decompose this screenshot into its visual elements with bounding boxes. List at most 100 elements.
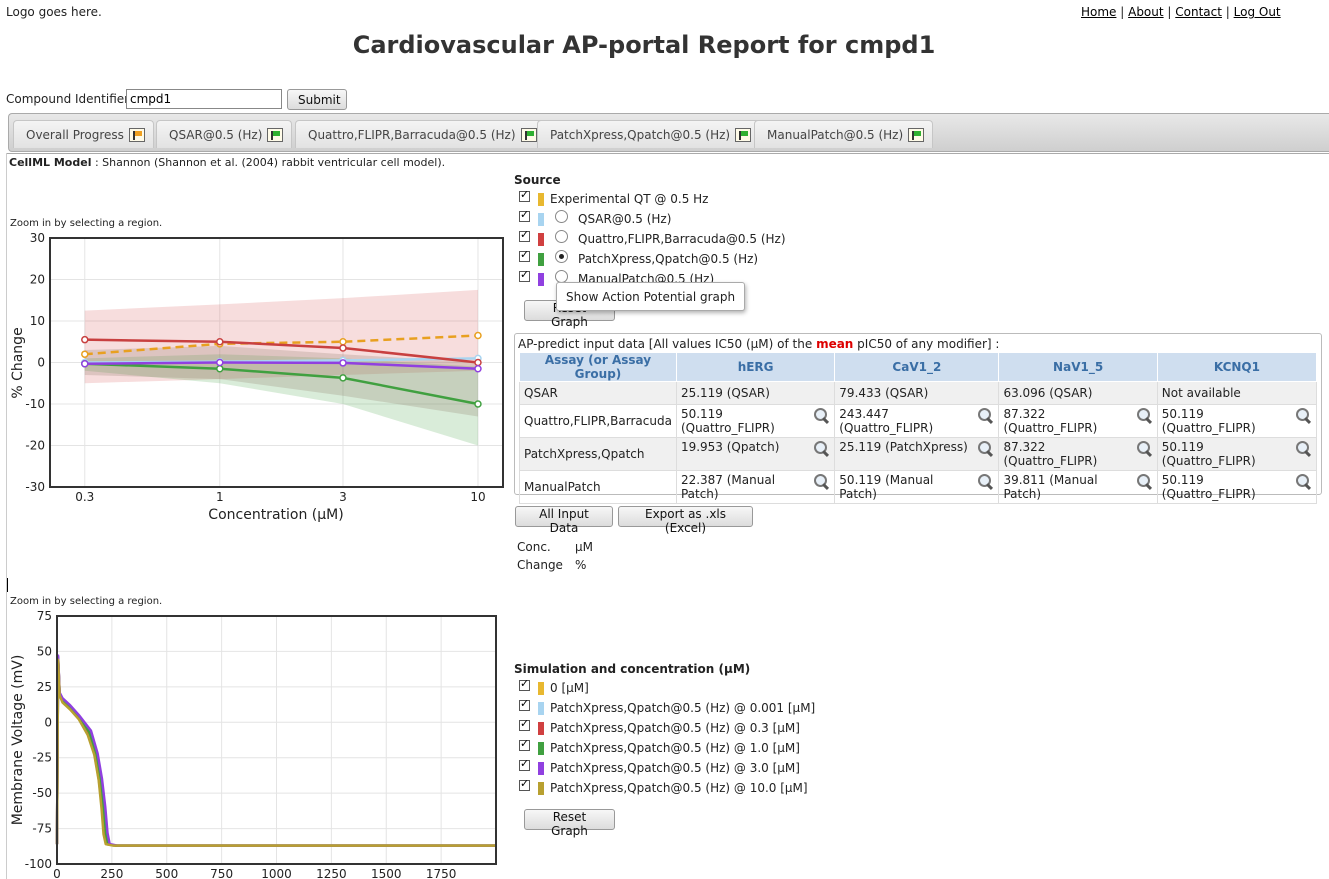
column-header[interactable]: CaV1_2 bbox=[834, 352, 1000, 382]
y-axis-label: Membrane Voltage (mV) bbox=[10, 655, 26, 826]
show-ap-radio[interactable] bbox=[555, 250, 568, 263]
y-tick-label: 0 bbox=[44, 715, 52, 729]
zoom-hint: Zoom in by selecting a region. bbox=[10, 596, 163, 607]
magnifier-icon[interactable] bbox=[1295, 407, 1312, 424]
y-tick-label: -100 bbox=[25, 857, 52, 871]
simulation-reset-graph-button[interactable]: Reset Graph bbox=[524, 809, 615, 838]
tab-qsar[interactable]: QSAR@0.5 (Hz) bbox=[156, 120, 293, 148]
ap-trace bbox=[55, 658, 496, 847]
ic50-cell: 50.119 (Manual Patch) bbox=[834, 470, 1000, 504]
source-item: QSAR@0.5 (Hz) bbox=[514, 208, 834, 230]
tab-overall-progress[interactable]: Overall Progress bbox=[13, 120, 154, 148]
ic50-cell: 25.119 (QSAR) bbox=[675, 381, 836, 405]
table-row: Quattro,FLIPR,Barracuda 50.119 (Quattro_F… bbox=[519, 404, 1318, 438]
ic50-cell: Not available bbox=[1156, 381, 1318, 405]
y-tick-label: -50 bbox=[32, 786, 52, 800]
concentration-chart[interactable]: 30 20 10 0 -10 -20 -30 0.3 1 3 10 Concentration (μ… bbox=[6, 228, 510, 528]
source-checkbox[interactable] bbox=[519, 268, 530, 282]
y-tick-label: -20 bbox=[25, 439, 45, 453]
magnifier-icon[interactable] bbox=[813, 473, 830, 490]
magnifier-icon[interactable] bbox=[1136, 407, 1153, 424]
uncertainty-band bbox=[84, 354, 478, 446]
source-legend: Experimental QT @ 0.5 Hz QSAR@0.5 (Hz) Q… bbox=[514, 188, 834, 290]
simulation-checkbox[interactable] bbox=[519, 777, 530, 791]
logo-placeholder: Logo goes here. bbox=[6, 5, 102, 19]
unit-name: Conc. bbox=[517, 540, 551, 554]
source-checkbox[interactable] bbox=[519, 228, 530, 242]
x-tick-label: 0 bbox=[53, 867, 61, 879]
nav-logout-link[interactable]: Log Out bbox=[1233, 5, 1281, 19]
simulation-checkbox[interactable] bbox=[519, 737, 530, 751]
column-header[interactable]: hERG bbox=[675, 352, 836, 382]
nav-home-link[interactable]: Home bbox=[1081, 5, 1117, 19]
ic50-cell: 243.447 (Quattro_FLIPR) bbox=[834, 404, 1000, 438]
show-ap-radio[interactable] bbox=[555, 230, 568, 243]
export-excel-button[interactable]: Export as .xls (Excel) bbox=[618, 506, 753, 535]
simulation-checkbox[interactable] bbox=[519, 697, 530, 711]
ic50-cell: 25.119 (PatchXpress) bbox=[834, 437, 1000, 471]
data-point bbox=[81, 359, 89, 368]
source-label: PatchXpress,Qpatch@0.5 (Hz) bbox=[578, 252, 759, 266]
tab-patchxpress[interactable]: PatchXpress,Qpatch@0.5 (Hz) bbox=[537, 120, 761, 148]
tab-panel-border bbox=[6, 153, 1329, 154]
series-line bbox=[84, 362, 479, 406]
ic50-value: 22.387 (Manual Patch) bbox=[680, 473, 776, 501]
ic50-cell: 39.811 (Manual Patch) bbox=[998, 470, 1158, 504]
source-checkbox[interactable] bbox=[519, 248, 530, 262]
show-ap-radio[interactable] bbox=[555, 210, 568, 223]
data-point bbox=[339, 338, 347, 346]
magnifier-icon[interactable] bbox=[977, 407, 994, 424]
magnifier-icon[interactable] bbox=[813, 407, 830, 424]
simulation-checkbox[interactable] bbox=[519, 677, 530, 691]
nav-contact-link[interactable]: Contact bbox=[1175, 5, 1222, 19]
ic50-value: 50.119 (Quattro_FLIPR) bbox=[1161, 473, 1256, 501]
ic50-table: Assay (or Assay Group) hERG CaV1_2 NaV1_5 KC… bbox=[519, 352, 1318, 504]
data-point bbox=[216, 358, 224, 367]
ic50-caption: AP-predict input data [All values IC50 (… bbox=[518, 337, 999, 351]
submit-button[interactable]: Submit bbox=[287, 89, 347, 110]
column-header[interactable]: KCNQ1 bbox=[1156, 352, 1318, 382]
tab-manualpatch[interactable]: ManualPatch@0.5 (Hz) bbox=[754, 120, 934, 148]
column-header[interactable]: NaV1_5 bbox=[998, 352, 1158, 382]
data-point bbox=[339, 344, 347, 352]
magnifier-icon[interactable] bbox=[977, 440, 994, 457]
action-potential-tooltip: Show Action Potential graph bbox=[556, 282, 746, 311]
compound-input[interactable] bbox=[126, 89, 282, 109]
simulation-checkbox[interactable] bbox=[519, 717, 530, 731]
source-checkbox[interactable] bbox=[519, 188, 530, 202]
ic50-value: 25.119 (QSAR) bbox=[680, 386, 770, 400]
magnifier-icon[interactable] bbox=[1295, 440, 1312, 457]
series-color-swatch bbox=[538, 782, 544, 795]
source-label: QSAR@0.5 (Hz) bbox=[578, 212, 672, 226]
complete-flag-icon bbox=[735, 127, 752, 142]
ic50-value: 50.119 (Manual Patch) bbox=[839, 473, 934, 501]
ic50-panel: AP-predict input data [All values IC50 (… bbox=[514, 333, 1322, 504]
series-line bbox=[84, 334, 479, 356]
y-tick-label: -75 bbox=[32, 822, 52, 836]
nav-about-link[interactable]: About bbox=[1128, 5, 1164, 19]
ic50-cell: 19.953 (Qpatch) bbox=[675, 437, 836, 471]
ic50-value: 39.811 (Manual Patch) bbox=[1003, 473, 1098, 501]
column-header[interactable]: Assay (or Assay Group) bbox=[519, 352, 677, 382]
x-tick-label: 1500 bbox=[371, 867, 402, 879]
magnifier-icon[interactable] bbox=[1136, 473, 1153, 490]
simulation-item: PatchXpress,Qpatch@0.5 (Hz) @ 0.001 [μM] bbox=[514, 697, 834, 719]
magnifier-icon[interactable] bbox=[977, 473, 994, 490]
series-line bbox=[84, 361, 479, 370]
assay-cell: Quattro,FLIPR,Barracuda bbox=[519, 404, 677, 438]
text-cursor bbox=[7, 578, 8, 592]
ic50-value: 50.119 (Quattro_FLIPR) bbox=[1161, 407, 1256, 435]
source-checkbox[interactable] bbox=[519, 208, 530, 222]
magnifier-icon[interactable] bbox=[1295, 473, 1312, 490]
ic50-cell: 50.119 (Quattro_FLIPR) bbox=[1156, 404, 1318, 438]
simulation-checkbox[interactable] bbox=[519, 757, 530, 771]
magnifier-icon[interactable] bbox=[1136, 440, 1153, 457]
magnifier-icon[interactable] bbox=[813, 440, 830, 457]
table-row: QSAR 25.119 (QSAR) 79.433 (QSAR) 63.096 (QS… bbox=[519, 381, 1318, 405]
tab-quattro[interactable]: Quattro,FLIPR,Barracuda@0.5 (Hz) bbox=[295, 120, 546, 148]
all-input-data-button[interactable]: All Input Data bbox=[515, 506, 613, 535]
series-line bbox=[84, 338, 479, 364]
plot-frame bbox=[56, 615, 497, 865]
